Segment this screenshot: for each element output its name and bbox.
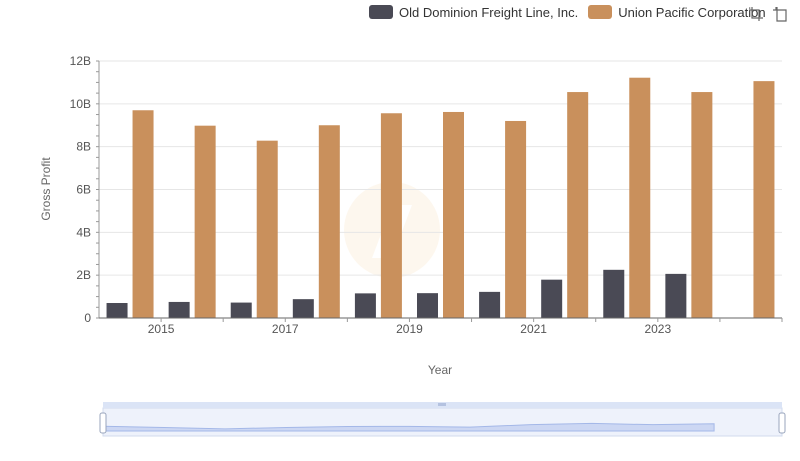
x-axis: 2015 2017 2019 2021 2023	[99, 317, 783, 336]
y-tick-label: 2B	[76, 268, 91, 282]
bar	[194, 125, 216, 318]
bar	[753, 81, 775, 318]
data-zoom-track	[102, 407, 783, 437]
data-zoom-grip	[438, 403, 446, 406]
bar	[168, 301, 190, 318]
bar	[132, 110, 154, 318]
bar	[106, 303, 128, 318]
y-axis-label: Gross Profit	[39, 157, 53, 221]
bar	[505, 120, 527, 318]
legend-swatch	[369, 5, 393, 19]
data-zoom-preview	[102, 422, 715, 432]
legend-item-union-pacific[interactable]: Union Pacific Corporation	[588, 4, 766, 20]
legend: Old Dominion Freight Line, Inc. Union Pa…	[369, 3, 776, 21]
y-tick-label: 10B	[70, 97, 91, 111]
bar	[691, 92, 713, 318]
bar	[443, 111, 464, 318]
bar	[417, 293, 438, 318]
y-tick-label: 4B	[76, 225, 91, 239]
legend-label: Union Pacific Corporation	[618, 4, 766, 20]
y-tick-label: 8B	[76, 140, 91, 154]
bars	[106, 77, 775, 318]
bar	[380, 113, 402, 318]
bar	[629, 77, 651, 318]
x-tick-label: 2019	[396, 322, 423, 336]
bar	[318, 125, 340, 318]
data-zoom-handle[interactable]	[778, 412, 786, 434]
y-tick-label: 12B	[70, 54, 91, 68]
x-tick-label: 2017	[272, 322, 299, 336]
y-tick-label: 6B	[76, 183, 91, 197]
legend-item-old-dominion[interactable]: Old Dominion Freight Line, Inc.	[369, 5, 578, 20]
y-axis-ticks: 0 2B 4B 6B 8B 10B 12B	[70, 54, 100, 325]
bar	[479, 291, 501, 318]
bar	[567, 92, 589, 318]
data-zoom[interactable]	[99, 402, 786, 437]
bar	[541, 279, 563, 318]
zoom-icon[interactable]	[748, 6, 764, 22]
bar	[354, 293, 376, 318]
restore-icon[interactable]	[772, 6, 788, 22]
legend-label: Old Dominion Freight Line, Inc.	[399, 4, 579, 20]
x-axis-label: Year	[427, 363, 453, 377]
bar	[230, 302, 252, 318]
bar	[256, 140, 278, 318]
bar	[292, 299, 314, 318]
data-zoom-handle[interactable]	[99, 412, 107, 434]
x-tick-label: 2015	[148, 322, 175, 336]
x-tick-label: 2021	[520, 322, 547, 336]
legend-swatch	[588, 5, 613, 19]
bar	[665, 273, 687, 318]
toolbox	[748, 6, 788, 22]
bar	[603, 269, 625, 318]
x-tick-label: 2023	[644, 322, 671, 336]
y-tick-label: 0	[84, 311, 91, 325]
